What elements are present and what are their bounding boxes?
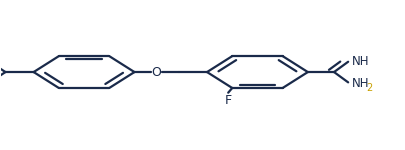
Text: O: O (151, 66, 161, 79)
Text: 2: 2 (366, 83, 372, 93)
Text: NH: NH (350, 77, 368, 90)
Text: F: F (224, 94, 231, 107)
Text: NH: NH (350, 54, 368, 68)
